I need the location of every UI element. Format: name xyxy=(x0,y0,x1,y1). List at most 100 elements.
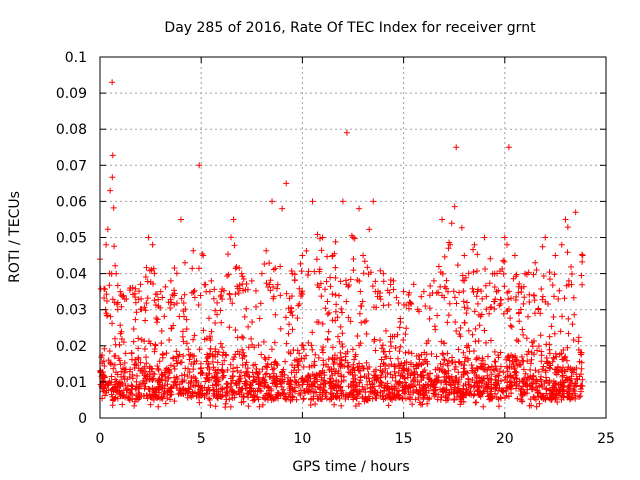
data-point xyxy=(120,373,127,380)
data-point xyxy=(111,335,118,342)
data-point xyxy=(308,342,315,349)
data-point xyxy=(163,350,170,357)
data-point-peak xyxy=(511,252,518,259)
data-point xyxy=(204,364,211,371)
data-point-peak xyxy=(238,270,245,277)
data-point xyxy=(471,382,478,389)
data-point-peak xyxy=(107,187,114,194)
data-point xyxy=(551,271,558,278)
data-point xyxy=(210,386,217,393)
data-point xyxy=(500,387,507,394)
data-point xyxy=(356,278,363,285)
data-point xyxy=(109,296,116,303)
data-point xyxy=(455,346,462,353)
data-point xyxy=(516,361,523,368)
data-point xyxy=(255,378,262,385)
data-point xyxy=(130,326,137,333)
data-points xyxy=(97,79,586,411)
data-point xyxy=(443,277,450,284)
data-point xyxy=(178,379,185,385)
data-point xyxy=(526,298,533,305)
data-point xyxy=(473,399,480,406)
data-point xyxy=(564,366,571,373)
data-point xyxy=(574,376,581,383)
data-point xyxy=(486,392,493,399)
data-point xyxy=(554,398,561,405)
data-point xyxy=(191,287,198,294)
data-point xyxy=(234,367,241,374)
data-point xyxy=(543,377,550,384)
data-point xyxy=(155,387,162,394)
data-point xyxy=(525,313,532,320)
data-point xyxy=(317,381,324,388)
data-point xyxy=(331,352,338,359)
data-point xyxy=(428,350,435,357)
data-point xyxy=(450,388,457,395)
y-tick-label: 0.04 xyxy=(56,267,87,283)
data-point xyxy=(564,224,571,231)
data-point xyxy=(445,245,452,252)
data-point xyxy=(336,395,343,402)
data-point xyxy=(111,361,118,368)
data-point xyxy=(378,379,385,386)
data-point xyxy=(147,278,154,285)
y-tick-label: 0.09 xyxy=(56,86,87,102)
data-point xyxy=(472,325,479,332)
data-point xyxy=(183,316,190,323)
data-point xyxy=(300,395,307,402)
data-point xyxy=(552,350,559,357)
data-point xyxy=(438,394,445,401)
data-point xyxy=(463,310,470,317)
data-point xyxy=(534,389,541,396)
data-point xyxy=(236,264,243,271)
data-point xyxy=(466,390,473,397)
data-point xyxy=(487,385,494,392)
data-point xyxy=(241,313,248,320)
data-point xyxy=(535,343,542,350)
data-point xyxy=(274,285,281,292)
data-point xyxy=(474,300,481,307)
data-point xyxy=(479,377,486,384)
data-point xyxy=(513,337,520,344)
data-point xyxy=(573,371,580,378)
data-point xyxy=(146,371,153,378)
data-point xyxy=(501,376,508,383)
data-point xyxy=(418,372,425,379)
data-point xyxy=(559,364,566,371)
data-point-peak xyxy=(182,259,189,266)
data-point xyxy=(470,289,477,296)
data-point xyxy=(214,299,221,306)
data-point xyxy=(540,395,547,402)
data-point xyxy=(154,363,161,370)
data-point xyxy=(297,260,304,267)
data-point xyxy=(144,278,151,285)
data-point xyxy=(162,400,169,407)
data-point xyxy=(99,377,106,384)
data-point xyxy=(423,340,430,347)
data-point-peak xyxy=(491,270,498,277)
data-point xyxy=(314,395,321,402)
data-point xyxy=(464,355,471,362)
data-point xyxy=(364,365,371,372)
data-point xyxy=(559,313,566,320)
data-point xyxy=(219,361,226,368)
data-point xyxy=(355,367,362,374)
data-point xyxy=(555,382,562,389)
data-point xyxy=(449,354,456,361)
data-point xyxy=(526,291,533,298)
data-point xyxy=(261,261,268,268)
data-point xyxy=(135,396,142,403)
data-point xyxy=(171,398,178,405)
data-point xyxy=(433,290,440,297)
data-point xyxy=(362,395,369,402)
data-point xyxy=(530,393,537,400)
data-point xyxy=(393,387,400,394)
data-point xyxy=(458,393,465,400)
data-point xyxy=(212,319,219,326)
data-point-peak xyxy=(400,288,407,295)
data-point xyxy=(557,387,564,394)
data-point xyxy=(218,367,225,374)
data-point xyxy=(460,365,467,372)
data-point xyxy=(138,306,145,313)
data-point xyxy=(168,325,175,332)
